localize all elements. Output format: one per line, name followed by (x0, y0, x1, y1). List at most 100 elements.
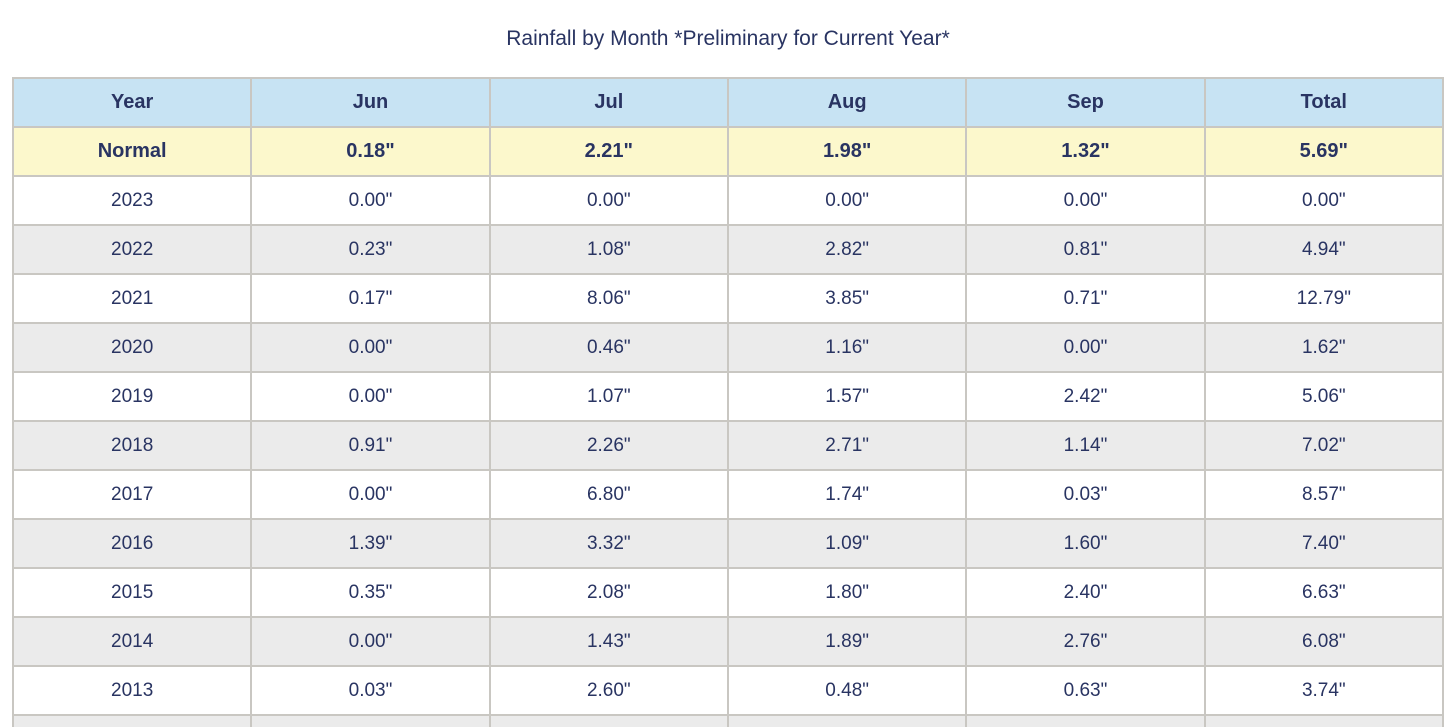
value-cell: 2.76" (965, 616, 1206, 667)
year-cell: 2021 (11, 273, 253, 324)
normal-value-cell: 1.32" (965, 126, 1206, 177)
value-cell: 0.00" (250, 175, 491, 226)
title-bar: Rainfall by Month *Preliminary for Curre… (0, 0, 1456, 77)
partial-cell (726, 714, 968, 727)
value-cell: 1.62" (1203, 322, 1445, 373)
value-cell: 1.74" (726, 469, 968, 520)
value-cell: 5.06" (1203, 371, 1445, 422)
value-cell: 0.00" (726, 175, 968, 226)
table-row: 2016 1.39" 3.32" 1.09" 1.60" 7.40" (11, 518, 1445, 569)
value-cell: 2.40" (965, 567, 1206, 618)
normal-value-cell: 2.21" (488, 126, 729, 177)
table-body: Normal 0.18" 2.21" 1.98" 1.32" 5.69" 2023 0.00"… (11, 126, 1445, 727)
value-cell: 0.00" (488, 175, 729, 226)
value-cell: 0.48" (726, 665, 968, 716)
year-cell: 2016 (11, 518, 253, 569)
value-cell: 1.80" (726, 567, 968, 618)
value-cell: 2.60" (488, 665, 729, 716)
value-cell: 12.79" (1203, 273, 1445, 324)
value-cell: 0.81" (965, 224, 1206, 275)
year-cell: 2015 (11, 567, 253, 618)
normal-row: Normal 0.18" 2.21" 1.98" 1.32" 5.69" (11, 126, 1445, 177)
partial-cell (965, 714, 1206, 727)
table-row: 2021 0.17" 8.06" 3.85" 0.71" 12.79" (11, 273, 1445, 324)
column-header-jul: Jul (488, 77, 729, 128)
value-cell: 1.16" (726, 322, 968, 373)
normal-value-cell: 0.18" (250, 126, 491, 177)
year-cell: 2022 (11, 224, 253, 275)
table-head: Year Jun Jul Aug Sep Total (11, 77, 1445, 128)
value-cell: 3.74" (1203, 665, 1445, 716)
value-cell: 1.60" (965, 518, 1206, 569)
value-cell: 0.46" (488, 322, 729, 373)
value-cell: 1.14" (965, 420, 1206, 471)
column-header-aug: Aug (726, 77, 968, 128)
value-cell: 1.89" (726, 616, 968, 667)
partial-cell (488, 714, 729, 727)
value-cell: 7.40" (1203, 518, 1445, 569)
table-row: 2015 0.35" 2.08" 1.80" 2.40" 6.63" (11, 567, 1445, 618)
column-header-total: Total (1203, 77, 1445, 128)
value-cell: 0.17" (250, 273, 491, 324)
value-cell: 4.94" (1203, 224, 1445, 275)
value-cell: 0.91" (250, 420, 491, 471)
value-cell: 1.07" (488, 371, 729, 422)
value-cell: 1.09" (726, 518, 968, 569)
partial-cell (11, 714, 253, 727)
value-cell: 2.71" (726, 420, 968, 471)
value-cell: 0.00" (250, 371, 491, 422)
value-cell: 6.80" (488, 469, 729, 520)
year-cell: 2013 (11, 665, 253, 716)
column-header-sep: Sep (965, 77, 1206, 128)
normal-value-cell: 5.69" (1203, 126, 1445, 177)
table-row: 2023 0.00" 0.00" 0.00" 0.00" 0.00" (11, 175, 1445, 226)
partial-cell (1203, 714, 1445, 727)
year-cell: 2019 (11, 371, 253, 422)
value-cell: 3.85" (726, 273, 968, 324)
value-cell: 0.00" (250, 616, 491, 667)
value-cell: 2.82" (726, 224, 968, 275)
normal-label-cell: Normal (11, 126, 253, 177)
value-cell: 1.08" (488, 224, 729, 275)
rainfall-table: Year Jun Jul Aug Sep Total Normal 0.18" 2.21" 1.… (11, 77, 1445, 727)
table-row: 2019 0.00" 1.07" 1.57" 2.42" 5.06" (11, 371, 1445, 422)
value-cell: 0.00" (965, 175, 1206, 226)
value-cell: 0.35" (250, 567, 491, 618)
value-cell: 1.39" (250, 518, 491, 569)
year-cell: 2023 (11, 175, 253, 226)
value-cell: 0.00" (250, 469, 491, 520)
value-cell: 8.06" (488, 273, 729, 324)
table-row: 2022 0.23" 1.08" 2.82" 0.81" 4.94" (11, 224, 1445, 275)
value-cell: 0.23" (250, 224, 491, 275)
value-cell: 3.32" (488, 518, 729, 569)
value-cell: 0.71" (965, 273, 1206, 324)
table-row: 2020 0.00" 0.46" 1.16" 0.00" 1.62" (11, 322, 1445, 373)
partial-cell (250, 714, 491, 727)
value-cell: 2.26" (488, 420, 729, 471)
page-title: Rainfall by Month *Preliminary for Curre… (506, 27, 950, 50)
column-header-jun: Jun (250, 77, 491, 128)
table-row: 2014 0.00" 1.43" 1.89" 2.76" 6.08" (11, 616, 1445, 667)
value-cell: 6.63" (1203, 567, 1445, 618)
value-cell: 0.00" (965, 322, 1206, 373)
value-cell: 2.08" (488, 567, 729, 618)
year-cell: 2014 (11, 616, 253, 667)
header-row: Year Jun Jul Aug Sep Total (11, 77, 1445, 128)
value-cell: 1.43" (488, 616, 729, 667)
value-cell: 0.00" (1203, 175, 1445, 226)
value-cell: 2.42" (965, 371, 1206, 422)
year-cell: 2018 (11, 420, 253, 471)
value-cell: 0.00" (250, 322, 491, 373)
value-cell: 8.57" (1203, 469, 1445, 520)
table-row: 2018 0.91" 2.26" 2.71" 1.14" 7.02" (11, 420, 1445, 471)
value-cell: 0.03" (965, 469, 1206, 520)
value-cell: 7.02" (1203, 420, 1445, 471)
table-row: 2013 0.03" 2.60" 0.48" 0.63" 3.74" (11, 665, 1445, 716)
year-cell: 2020 (11, 322, 253, 373)
table-row-partial (11, 714, 1445, 727)
value-cell: 0.03" (250, 665, 491, 716)
value-cell: 6.08" (1203, 616, 1445, 667)
table-row: 2017 0.00" 6.80" 1.74" 0.03" 8.57" (11, 469, 1445, 520)
value-cell: 0.63" (965, 665, 1206, 716)
column-header-year: Year (11, 77, 253, 128)
